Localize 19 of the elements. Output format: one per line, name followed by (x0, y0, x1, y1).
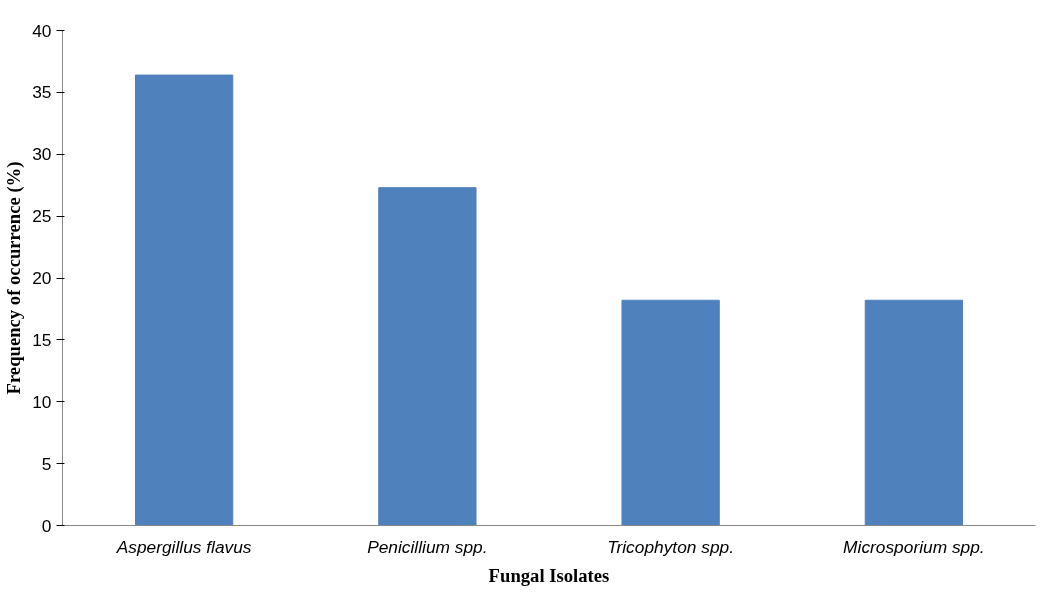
y-tick-label: 5 (41, 453, 52, 474)
y-tick-label: 25 (32, 206, 52, 227)
x-axis-title: Fungal Isolates (488, 564, 610, 586)
bar (378, 187, 477, 526)
x-tick-label: Tricophyton spp. (607, 536, 735, 557)
y-tick-label: 15 (32, 329, 52, 350)
y-tick-label: 0 (41, 515, 52, 536)
bar (864, 299, 964, 526)
y-tick-label: 35 (32, 82, 52, 103)
y-tick-label: 10 (32, 391, 52, 412)
y-tick-label: 40 (32, 20, 52, 41)
x-tick-label: Penicillium spp. (367, 536, 488, 557)
y-axis-title: Frequency of occurrence (%) (3, 161, 26, 395)
y-tick-label: 20 (32, 268, 52, 288)
x-tick-label: Microsporium spp. (843, 536, 985, 557)
bar (134, 74, 234, 526)
y-tick-label: 30 (32, 144, 52, 165)
bar (621, 299, 720, 526)
x-tick-label: Aspergillus flavus (115, 536, 252, 557)
